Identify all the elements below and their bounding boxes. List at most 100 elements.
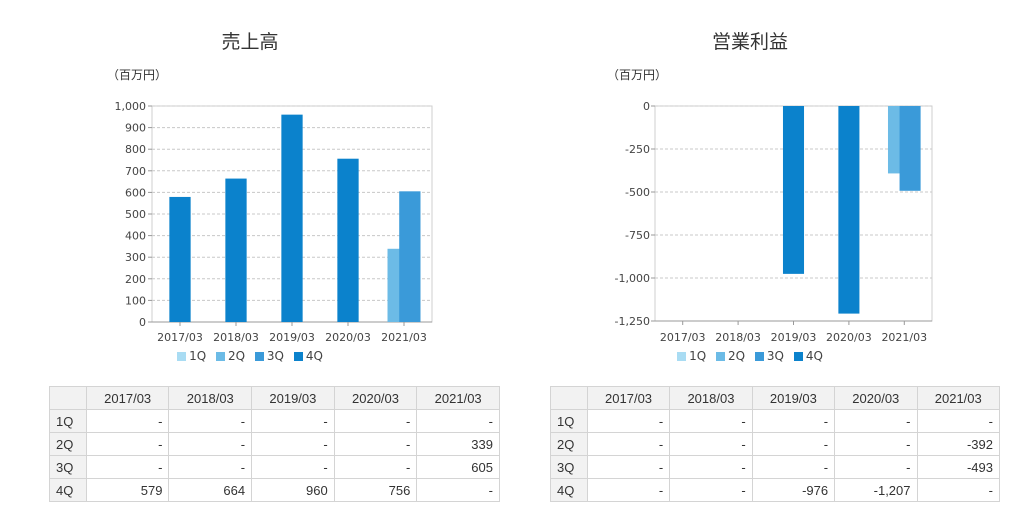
legend-item-4q[interactable]: 4Q	[793, 349, 823, 363]
operating-income-chart: 0 -250 -500 -750 -1,000 -1,250 2017/03 2018/03 2…	[615, 100, 933, 344]
table-cell: 579	[85, 478, 170, 502]
column-header: 2020/03	[834, 386, 918, 410]
table-cell: -493	[916, 455, 1001, 479]
y-tick-label: -500	[625, 186, 650, 199]
sales-table: 2017/03 2018/03 2019/03 2020/03 2021/03 1Q - - -…	[49, 386, 500, 502]
x-tick-label: 2021/03	[881, 331, 927, 344]
table-row: 2Q - - - - -392	[550, 432, 1001, 456]
legend-label: 1Q	[689, 349, 707, 363]
x-tick-label: 2020/03	[325, 331, 371, 344]
row-header: 1Q	[550, 409, 588, 433]
x-tick-label: 2019/03	[269, 331, 315, 344]
table-cell: -	[85, 432, 170, 456]
bar-4q-2019-03[interactable]	[782, 106, 805, 274]
table-cell: -	[586, 409, 671, 433]
table-cell: -	[586, 432, 671, 456]
row-header: 3Q	[49, 455, 87, 479]
column-header: 2018/03	[168, 386, 253, 410]
legend-swatch	[177, 352, 187, 361]
legend-item-4q[interactable]: 4Q	[293, 349, 323, 363]
x-tick-label: 2020/03	[826, 331, 872, 344]
legend-swatch	[793, 352, 803, 361]
table-cell: -	[834, 432, 918, 456]
table-cell: -	[669, 455, 753, 479]
table-cell: -	[586, 478, 671, 502]
legend-item-3q[interactable]: 3Q	[254, 349, 284, 363]
legend-label: 3Q	[266, 349, 284, 363]
legend-item-1q[interactable]: 1Q	[177, 349, 206, 363]
bar-4q-2020-03[interactable]	[337, 158, 359, 322]
legend-item-1q[interactable]: 1Q	[677, 349, 706, 363]
unit-label: （百万円）	[107, 68, 168, 82]
bar-4q-2019-03[interactable]	[281, 114, 303, 322]
table-corner	[49, 386, 87, 410]
table-cell: -	[251, 455, 335, 479]
legend-swatch	[254, 352, 264, 361]
column-header: 2017/03	[586, 386, 671, 410]
operating-income-panel: 営業利益 （百万円） 0 -250 -500 -750 -1,000 -1,250 2017…	[500, 0, 1001, 519]
table-cell: -	[168, 409, 253, 433]
table-cell: -	[251, 432, 335, 456]
table-header-row: 2017/03 2018/03 2019/03 2020/03 2021/03	[49, 386, 500, 410]
table-row: 3Q - - - -605	[49, 455, 500, 479]
row-header: 2Q	[550, 432, 588, 456]
table-cell: -	[751, 409, 836, 433]
legend-item-3q[interactable]: 3Q	[754, 349, 784, 363]
table-row: 4Q 579 664 960 756-	[49, 478, 500, 502]
table-cell: -	[751, 455, 836, 479]
table-cell: -	[168, 455, 253, 479]
legend-item-2q[interactable]: 2Q	[715, 349, 745, 363]
unit-label: （百万円）	[607, 68, 668, 82]
chart-title: 営業利益	[711, 31, 788, 53]
x-tick-label: 2017/03	[157, 331, 203, 344]
table-row: 1Q - - - - -	[550, 409, 1001, 433]
y-tick-label: -1,250	[615, 315, 650, 328]
y-tick-label: -750	[625, 229, 650, 242]
bar-3q-2021-03[interactable]	[899, 106, 921, 191]
legend-swatch	[754, 352, 764, 361]
table-cell: -	[834, 409, 918, 433]
table-cell: -	[168, 432, 253, 456]
table-row: 4Q - - -976 -1,207-	[550, 478, 1001, 502]
legend-label: 4Q	[305, 349, 323, 363]
table-cell: -	[251, 409, 335, 433]
chart-legend: 1Q 2Q 3Q 4Q	[0, 349, 500, 363]
x-tick-label: 2018/03	[715, 331, 761, 344]
y-tick-label: 800	[125, 143, 146, 156]
table-cell: -	[834, 455, 918, 479]
y-tick-label: 100	[125, 294, 146, 307]
bar-3q-2021-03[interactable]	[399, 191, 421, 322]
table-cell: -	[333, 432, 418, 456]
chart-legend: 1Q 2Q 3Q 4Q	[500, 349, 1000, 363]
y-tick-label: -1,000	[615, 272, 650, 285]
table-header-row: 2017/03 2018/03 2019/03 2020/03 2021/03	[550, 386, 1001, 410]
legend-label: 3Q	[766, 349, 784, 363]
y-tick-label: 0	[139, 316, 146, 329]
x-tick-label: 2019/03	[771, 331, 817, 344]
table-cell: -	[669, 478, 753, 502]
chart-title: 売上高	[221, 31, 279, 53]
table-cell: -	[416, 409, 500, 433]
column-header: 2019/03	[251, 386, 335, 410]
bar-4q-2020-03[interactable]	[838, 106, 860, 314]
table-cell: -1,207	[834, 478, 918, 502]
x-tick-label: 2018/03	[213, 331, 259, 344]
table-cell: -	[751, 432, 836, 456]
table-cell: -	[916, 478, 1001, 502]
y-tick-label: 1,000	[115, 100, 147, 113]
row-header: 3Q	[550, 455, 588, 479]
y-tick-label: 200	[125, 273, 146, 286]
table-cell: 339	[416, 432, 500, 456]
y-tick-label: 600	[125, 186, 146, 199]
bar-4q-2018-03[interactable]	[225, 178, 247, 322]
sales-chart: 0 100 200 300 400 500 600 700 800 900 1,000 2017/03…	[115, 100, 433, 344]
column-header: 2018/03	[669, 386, 753, 410]
legend-label: 1Q	[189, 349, 207, 363]
table-cell: 605	[416, 455, 500, 479]
bar-4q-2017-03[interactable]	[169, 196, 191, 322]
column-header: 2021/03	[916, 386, 1001, 410]
sales-panel: 売上高 （百万円） 0 100 200 300 400 500 600 700 800 900 1,…	[0, 0, 500, 519]
legend-item-2q[interactable]: 2Q	[215, 349, 245, 363]
table-cell: -392	[916, 432, 1001, 456]
table-cell: 756	[333, 478, 418, 502]
